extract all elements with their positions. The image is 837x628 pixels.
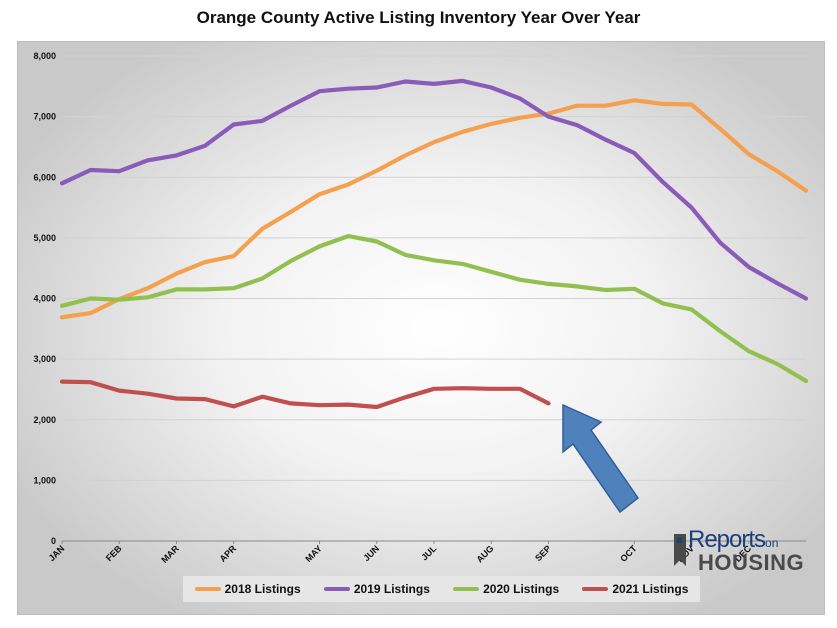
legend-swatch-2021 <box>582 587 609 591</box>
series-line-2019 <box>59 78 809 301</box>
series-line-2020 <box>59 234 809 383</box>
x-tick-label: JAN <box>47 543 67 563</box>
logo-housing-text: HOUSING <box>698 550 805 575</box>
chart-area: 0 1,000 2,000 3,000 4,000 5,000 6,000 7,000 8,00… <box>17 41 825 615</box>
y-tick-label: 0 <box>51 536 56 546</box>
legend-label-2020: 2020 Listings <box>483 582 560 596</box>
y-tick-label: 4,000 <box>33 294 56 304</box>
logo-house-icon <box>674 534 686 566</box>
x-tick-label: APR <box>218 543 239 564</box>
x-tick-label: OCT <box>618 543 639 564</box>
series-line-2018 <box>59 98 809 320</box>
x-tick-label: MAR <box>159 543 181 565</box>
legend-swatch-2018 <box>194 587 221 591</box>
series-line-2021 <box>59 379 551 410</box>
series-layer <box>59 78 809 410</box>
x-tick-label: SEP <box>533 543 553 563</box>
arrow-icon <box>562 403 640 514</box>
x-axis-ticks: JANFEBMARAPRMAYJUNJULAUGSEPOCTNOVDEC <box>47 541 754 565</box>
legend-label-2018: 2018 Listings <box>224 582 301 596</box>
legend-label-2019: 2019 Listings <box>353 582 430 596</box>
y-tick-label: 3,000 <box>33 354 56 364</box>
legend-entry-2018: 2018 Listings <box>194 582 301 596</box>
reports-on-housing-logo: Reportson HOUSING <box>672 524 812 576</box>
legend: 2018 Listings 2019 Listings 2020 Listing… <box>183 576 700 602</box>
x-tick-label: AUG <box>474 543 495 564</box>
y-tick-label: 7,000 <box>33 112 56 122</box>
annotation-arrow <box>562 403 640 514</box>
y-tick-label: 6,000 <box>33 172 56 182</box>
y-tick-label: 8,000 <box>33 51 56 61</box>
plot-svg: 0 1,000 2,000 3,000 4,000 5,000 6,000 7,000 8,00… <box>33 51 809 565</box>
y-tick-label: 1,000 <box>33 475 56 485</box>
x-tick-label: MAY <box>303 543 324 564</box>
x-tick-label: JUL <box>419 543 438 562</box>
y-tick-label: 2,000 <box>33 415 56 425</box>
legend-swatch-2019 <box>323 587 350 591</box>
legend-entry-2020: 2020 Listings <box>453 582 559 596</box>
y-tick-label: 5,000 <box>33 233 56 243</box>
legend-entry-2021: 2021 Listings <box>582 582 688 596</box>
logo-reports-text: Reports <box>688 526 766 553</box>
grid-layer <box>62 55 806 542</box>
logo-on-text: on <box>765 536 779 550</box>
x-tick-label: JUN <box>361 543 381 563</box>
legend-entry-2019: 2019 Listings <box>323 582 430 596</box>
legend-swatch-2020 <box>453 587 480 591</box>
y-axis-ticks: 0 1,000 2,000 3,000 4,000 5,000 6,000 7,000 8,00… <box>33 51 56 546</box>
x-tick-label: FEB <box>104 543 124 563</box>
chart-title: Orange County Active Listing Inventory Y… <box>196 8 641 27</box>
legend-label-2021: 2021 Listings <box>612 582 689 596</box>
